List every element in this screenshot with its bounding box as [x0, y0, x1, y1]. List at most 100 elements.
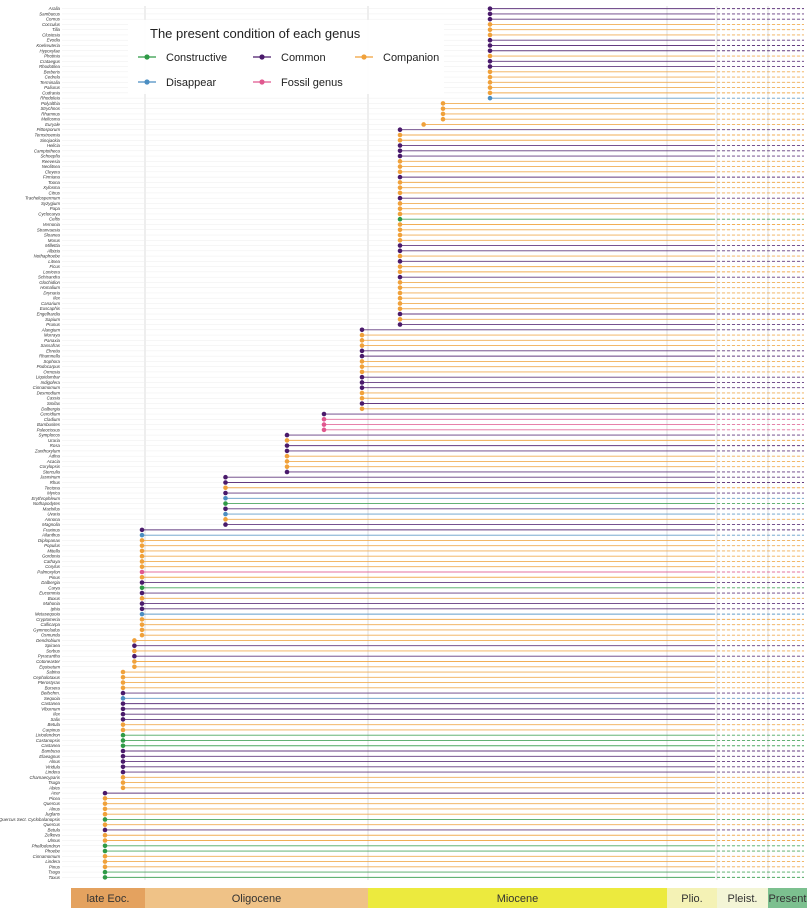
genus-label: Alangium: [41, 327, 61, 332]
genus-label: Firmiana: [43, 175, 61, 180]
genus-origin-point: [120, 785, 126, 791]
genus-origin-point: [359, 406, 365, 412]
genus-label: Alnus: [48, 806, 61, 811]
genus-label: Berberis: [44, 69, 61, 74]
genus-origin-point: [139, 611, 145, 617]
genus-origin-point: [102, 869, 108, 875]
genus-label: Iphia: [50, 606, 60, 611]
genus-label: Polyalthia: [41, 101, 61, 106]
genus-label: Cedrela: [45, 75, 61, 80]
genus-origin-point: [359, 401, 365, 406]
genus-origin-point: [359, 343, 365, 348]
genus-label: Photinia: [44, 54, 60, 59]
epoch-band-3: [667, 888, 717, 908]
genus-label: Cephalotaxus: [33, 675, 61, 680]
genus-label: Engelhardia: [37, 312, 61, 317]
genus-label: Xylosma: [42, 185, 60, 190]
genus-label: Palmoxylon: [37, 569, 60, 574]
genus-label: Papa: [50, 206, 61, 211]
genus-label: Gordonia: [42, 554, 61, 559]
genus-label: Quercus: [43, 822, 60, 827]
genus-origin-point: [132, 638, 137, 643]
epoch-band-0: [71, 888, 145, 908]
genus-origin-point: [397, 174, 403, 180]
genus-origin-point: [397, 159, 403, 164]
genus-label: Podocarpus: [37, 364, 61, 369]
genus-label: Evodia: [47, 38, 61, 43]
genus-origin-point: [223, 474, 228, 480]
genus-origin-point: [120, 711, 126, 717]
genus-origin-point: [139, 622, 145, 627]
genus-label: Betula: [48, 722, 61, 727]
genus-origin-point: [397, 253, 403, 259]
genus-origin-point: [397, 180, 403, 185]
genus-origin-point: [359, 338, 365, 343]
genus-label: Ehretia: [46, 348, 60, 353]
genus-origin-point: [139, 596, 145, 601]
genus-label: Bambusites: [37, 422, 61, 427]
epoch-label: late Eoc.: [87, 893, 130, 905]
genus-label: Castanea: [41, 701, 60, 706]
genus-origin-point: [139, 564, 145, 570]
genus-origin-point: [397, 169, 403, 175]
genus-origin-point: [487, 53, 493, 59]
genus-origin-point: [487, 27, 493, 32]
genus-origin-point: [139, 532, 145, 538]
genus-label: Jasminum: [39, 475, 60, 480]
genus-origin-point: [397, 259, 403, 264]
genus-origin-point: [359, 359, 365, 364]
genus-origin-point: [120, 738, 126, 743]
genus-origin-point: [102, 848, 108, 854]
genus-label: Tsuga: [48, 870, 60, 875]
genus-origin-point: [397, 264, 403, 269]
genus-label: Drynaria: [43, 290, 60, 295]
genus-origin-point: [321, 417, 327, 422]
genus-label: Picea: [49, 796, 61, 801]
genus-origin-point: [397, 164, 403, 169]
legend-key-point: [144, 79, 150, 85]
genus-origin-point: [397, 127, 403, 133]
genus-label: Gymnocladus: [33, 627, 61, 632]
genus-label: Celtis: [49, 217, 61, 222]
genus-label: Cladium: [44, 417, 60, 422]
genus-label: Liriodendron: [36, 733, 61, 738]
genus-origin-point: [132, 653, 137, 659]
genus-origin-point: [487, 85, 493, 90]
genus-label: Acacia: [46, 459, 61, 464]
genus-label: Viridula: [45, 764, 60, 769]
genus-origin-point: [397, 280, 403, 285]
genus-origin-point: [120, 690, 126, 696]
genus-origin-point: [120, 780, 126, 785]
genus-label: Machilus: [43, 506, 61, 511]
genus-origin-point: [397, 285, 403, 290]
genus-label: Tilia: [52, 27, 61, 32]
genus-label: Ficus: [50, 264, 61, 269]
genus-origin-point: [139, 574, 145, 580]
genus-origin-point: [284, 438, 290, 443]
genus-origin-point: [120, 701, 126, 706]
genus-origin-point: [440, 116, 446, 122]
genus-label: Euscaphis: [40, 306, 61, 311]
genus-label: Betula: [48, 827, 61, 832]
genus-label: Mitella: [47, 548, 60, 553]
genus-origin-point: [440, 111, 446, 117]
genus-origin-point: [397, 227, 403, 233]
epoch-label: Present: [769, 893, 807, 905]
genus-origin-point: [132, 659, 137, 664]
genus-label: Ulmus: [48, 838, 61, 843]
genus-origin-point: [223, 490, 228, 496]
genus-label: Ilex: [53, 296, 61, 301]
genus-label: Zanthoxylum: [34, 448, 60, 453]
genus-origin-point: [284, 459, 290, 464]
genus-label: Hypoxylae: [40, 48, 61, 53]
genus-label: Panaxia: [44, 338, 60, 343]
genus-label: Callicarpa: [40, 622, 60, 627]
genus-origin-point: [359, 395, 365, 401]
genus-origin-point: [397, 201, 403, 206]
genus-origin-point: [120, 669, 126, 675]
genus-origin-point: [139, 585, 145, 591]
genus-origin-point: [397, 316, 403, 322]
genus-label: Corylopsis: [40, 464, 61, 469]
genus-origin-point: [139, 559, 145, 564]
genus-label: Quercus: [43, 801, 60, 806]
